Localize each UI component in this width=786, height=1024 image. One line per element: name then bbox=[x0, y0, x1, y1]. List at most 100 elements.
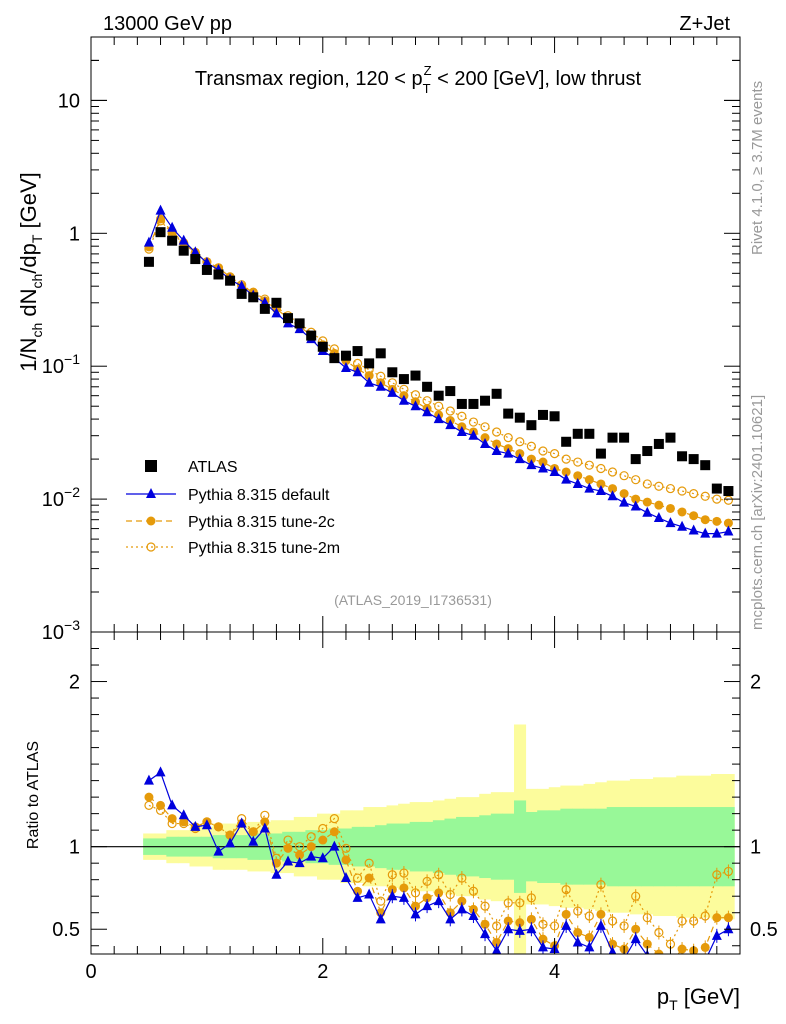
ratio-point bbox=[619, 921, 629, 931]
ratio-point bbox=[515, 898, 525, 908]
ratio-point bbox=[607, 916, 618, 926]
legend-marker bbox=[146, 488, 156, 498]
data-point bbox=[398, 394, 409, 405]
ratio-point bbox=[260, 817, 270, 827]
data-point bbox=[665, 503, 675, 513]
data-point bbox=[457, 411, 467, 421]
data-point bbox=[190, 246, 201, 257]
y-tick-label: 10−2 bbox=[42, 484, 80, 511]
data-point bbox=[584, 428, 595, 439]
ratio-point bbox=[167, 799, 178, 810]
ratio-point bbox=[700, 911, 710, 921]
data-point bbox=[607, 467, 618, 477]
ratio-point bbox=[155, 766, 166, 777]
data-point bbox=[491, 445, 502, 456]
data-point bbox=[468, 417, 479, 427]
ratio-point bbox=[689, 958, 699, 968]
ratio-point bbox=[561, 909, 571, 919]
ratio-point bbox=[642, 913, 652, 923]
ratio-point bbox=[375, 913, 386, 924]
data-point bbox=[526, 441, 536, 451]
data-point bbox=[456, 398, 467, 409]
ratio-y-tick-label-right: 1 bbox=[750, 837, 761, 859]
data-point bbox=[283, 313, 294, 324]
ratio-point bbox=[306, 842, 316, 852]
ratio-point bbox=[642, 939, 652, 949]
y-tick-label-base: 10 bbox=[58, 90, 80, 112]
data-point bbox=[340, 361, 351, 372]
ratio-point bbox=[480, 928, 491, 939]
data-point bbox=[236, 280, 247, 291]
data-point bbox=[712, 494, 722, 504]
data-point bbox=[689, 489, 699, 499]
data-point bbox=[677, 451, 688, 462]
data-point bbox=[584, 482, 595, 493]
ratio-series-pythia-8-315-default bbox=[143, 766, 734, 978]
data-point bbox=[665, 517, 676, 528]
ratio-point bbox=[283, 855, 294, 866]
legend-label: Pythia 8.315 tune-2c bbox=[188, 514, 335, 531]
data-point bbox=[654, 481, 664, 491]
ratio-point bbox=[573, 906, 583, 916]
ratio-point bbox=[503, 916, 513, 926]
ratio-point bbox=[340, 872, 351, 883]
ratio-point bbox=[143, 774, 154, 785]
y-tick-label-exp: −1 bbox=[64, 351, 80, 367]
ratio-point bbox=[445, 889, 455, 900]
data-point bbox=[387, 367, 398, 378]
ratio-point bbox=[236, 817, 247, 828]
data-point bbox=[236, 288, 247, 299]
data-point bbox=[422, 396, 432, 406]
data-point bbox=[711, 527, 722, 538]
ratio-point bbox=[595, 919, 606, 930]
data-point bbox=[155, 204, 166, 215]
ratio-point bbox=[665, 968, 675, 978]
ratio-point bbox=[179, 817, 189, 827]
data-point bbox=[178, 245, 189, 256]
ratio-point bbox=[294, 857, 305, 868]
data-point bbox=[306, 330, 317, 341]
ratio-point bbox=[422, 876, 432, 886]
data-point bbox=[630, 500, 641, 511]
main-y-label: 1/Nch dNch/dpT [GeV] bbox=[16, 172, 45, 372]
data-point bbox=[596, 463, 606, 474]
ratio-point bbox=[156, 800, 166, 810]
data-point bbox=[537, 409, 548, 420]
data-point bbox=[653, 512, 664, 523]
ratio-point bbox=[584, 932, 594, 942]
ratio-point bbox=[561, 919, 572, 930]
ratio-point bbox=[387, 890, 398, 901]
data-point bbox=[538, 446, 548, 456]
data-point bbox=[688, 524, 699, 535]
data-point bbox=[549, 448, 560, 459]
ratio-point bbox=[700, 942, 710, 952]
data-point bbox=[619, 471, 629, 481]
data-point bbox=[201, 264, 212, 275]
ratio-point bbox=[537, 941, 548, 952]
data-point bbox=[352, 366, 363, 377]
data-point bbox=[271, 307, 282, 318]
ratio-point bbox=[318, 835, 328, 845]
legend-entry: ATLAS bbox=[145, 459, 238, 476]
data-point bbox=[549, 411, 560, 422]
ratio-point bbox=[411, 901, 420, 911]
y-tick-label: 10−3 bbox=[42, 617, 80, 644]
data-point bbox=[468, 398, 479, 409]
ratio-point bbox=[456, 903, 467, 914]
ratio-point bbox=[677, 944, 687, 954]
ratio-point bbox=[295, 850, 305, 860]
x-tick-label: 0 bbox=[85, 961, 96, 983]
data-point bbox=[434, 401, 444, 411]
data-point bbox=[689, 511, 699, 521]
data-point bbox=[619, 489, 629, 499]
ratio-point bbox=[677, 956, 687, 966]
data-point bbox=[630, 454, 641, 465]
ratio-y-tick-label-right: 0.5 bbox=[750, 919, 778, 941]
data-point bbox=[654, 500, 664, 510]
ratio-point bbox=[398, 891, 409, 902]
ratio-point bbox=[364, 888, 375, 899]
data-point bbox=[595, 485, 606, 496]
ratio-point bbox=[596, 909, 606, 919]
ratio-point bbox=[399, 883, 409, 893]
